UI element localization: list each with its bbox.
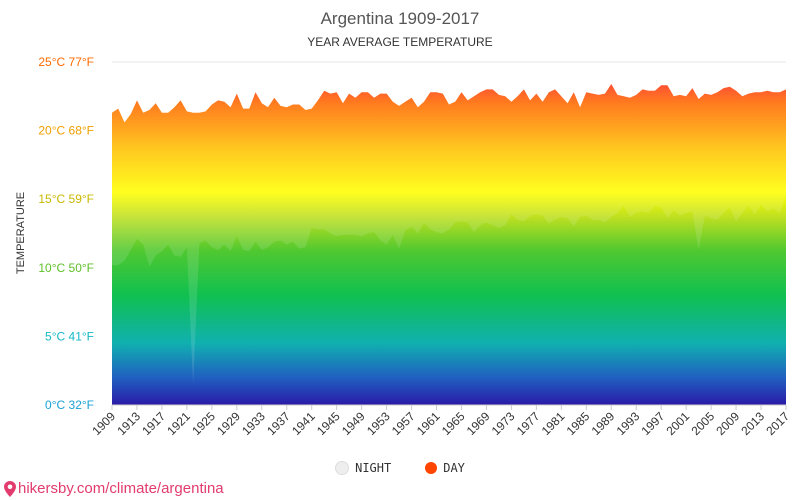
y-tick-label: 5°C 41°F xyxy=(45,329,94,343)
x-tick-label: 1953 xyxy=(364,409,393,438)
y-axis: 0°C 32°F 5°C 41°F 10°C 50°F 15°C 59°F 20°C 6… xyxy=(38,55,94,412)
x-tick-label: 1925 xyxy=(189,409,218,438)
x-tick-label: 1969 xyxy=(464,409,493,438)
y-axis-label: TEMPERATURE xyxy=(15,192,27,274)
source-url: hikersby.com/climate/argentina xyxy=(18,480,224,497)
x-tick-label: 1921 xyxy=(164,409,193,438)
source-link[interactable]: hikersby.com/climate/argentina xyxy=(4,480,224,497)
x-tick-label: 2005 xyxy=(688,409,717,438)
chart-subtitle: YEAR AVERAGE TEMPERATURE xyxy=(307,35,492,49)
night-legend-marker xyxy=(335,461,350,475)
legend-label-night: NIGHT xyxy=(355,461,392,475)
y-tick-label: 10°C 50°F xyxy=(38,261,94,275)
x-axis: 1909191319171921192519291933193719411945… xyxy=(89,404,792,438)
x-tick-label: 2001 xyxy=(663,409,692,438)
x-tick-label: 1977 xyxy=(514,409,543,438)
x-tick-label: 1909 xyxy=(89,409,118,438)
x-tick-label: 2009 xyxy=(713,409,742,438)
x-tick-label: 1981 xyxy=(539,409,568,438)
x-tick-label: 1997 xyxy=(639,409,668,438)
x-tick-label: 1937 xyxy=(264,409,293,438)
plot-area xyxy=(112,84,786,405)
y-tick-label: 15°C 59°F xyxy=(38,192,94,206)
y-tick-label: 20°C 68°F xyxy=(38,124,94,138)
x-tick-label: 1917 xyxy=(139,409,168,438)
x-tick-label: 2013 xyxy=(738,409,767,438)
x-tick-label: 1985 xyxy=(564,409,593,438)
x-tick-label: 1933 xyxy=(239,409,268,438)
location-pin-icon xyxy=(4,480,16,497)
chart-legend: NIGHT DAY xyxy=(0,461,800,475)
day-series-area xyxy=(112,84,786,405)
day-night-band xyxy=(112,84,786,385)
x-tick-label: 1973 xyxy=(489,409,518,438)
x-tick-label: 2017 xyxy=(763,409,792,438)
legend-item-night[interactable]: NIGHT xyxy=(335,461,391,475)
x-tick-label: 1989 xyxy=(589,409,618,438)
x-tick-label: 1957 xyxy=(389,409,418,438)
x-tick-label: 1929 xyxy=(214,409,243,438)
x-tick-label: 1965 xyxy=(439,409,468,438)
chart-title: Argentina 1909-2017 xyxy=(321,9,480,28)
legend-item-day[interactable]: DAY xyxy=(425,461,465,475)
x-tick-label: 1961 xyxy=(414,409,443,438)
x-tick-label: 1949 xyxy=(339,409,368,438)
x-tick-label: 1941 xyxy=(289,409,318,438)
x-tick-label: 1945 xyxy=(314,409,343,438)
legend-label-day: DAY xyxy=(443,461,465,475)
day-legend-marker xyxy=(425,462,438,474)
x-tick-label: 1913 xyxy=(114,409,143,438)
y-tick-label: 25°C 77°F xyxy=(38,55,94,69)
y-tick-label: 0°C 32°F xyxy=(45,398,94,412)
x-tick-label: 1993 xyxy=(614,409,643,438)
